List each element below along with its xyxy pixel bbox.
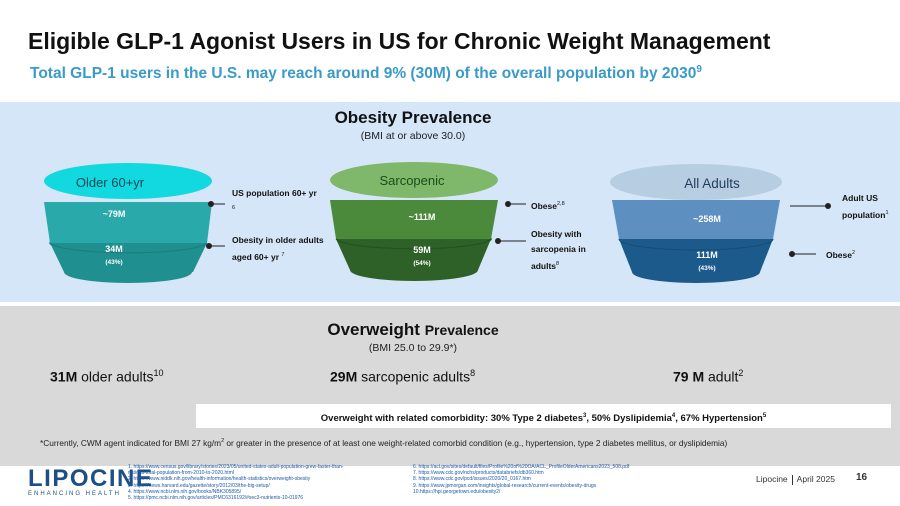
reference-link[interactable]: 4. https://www.ncbi.nlm.nih.gov/books/NB… [128,488,242,495]
comorbidity-banner: Overweight with related comorbidity: 30%… [196,404,891,428]
funnel-older-top-label: Older 60+yr [76,175,145,190]
funnel-all-mid-value: ~258M [693,214,721,224]
connector-dot [495,238,501,244]
funnel-sarcopenic-top [330,162,498,198]
reference-link[interactable]: 3. https://news.harvard.edu/gazette/stor… [128,482,270,489]
overweight-sarcopenic-adults: 29M sarcopenic adults8 [330,368,476,385]
funnel-all-mid [612,200,780,239]
annotation-sarcopenia-obesity: Obesity with sarcopenia in adults8 [531,229,586,271]
reference-link[interactable]: 2. https://www.niddk.nih.gov/health-info… [128,476,311,483]
slide-title: Eligible GLP-1 Agonist Users in US for C… [28,28,771,54]
overweight-section [0,306,900,466]
slide-subtitle: Total GLP-1 users in the U.S. may reach … [30,64,702,83]
funnel-all-top-label: All Adults [684,176,740,191]
reference-link[interactable]: 9. https://www.jpmorgan.com/insights/glo… [413,482,597,489]
overweight-subheading: (BMI 25.0 to 29.9*) [368,342,458,354]
overweight-heading: Overweight Prevalence [327,320,499,339]
references-right: 6. https://acl.gov/sites/default/files/P… [413,464,629,495]
footer-company-date: Lipocine April 2025 [756,474,835,485]
subtitle-text: Total GLP-1 users in the U.S. may reach … [30,65,697,83]
funnel-sarcopenic-mid [330,200,498,239]
funnel-sarcopenic-mid-value: ~111M [409,212,436,222]
reference-link[interactable]: 1. https://www.census.gov/library/storie… [128,464,344,470]
overweight-older-adults: 31M older adults10 [50,368,164,385]
funnel-older: Older 60+yr ~79M 34M (43%) [44,163,225,283]
reference-link[interactable]: 5. https://pmc.ncbi.nlm.nih.gov/articles… [128,495,304,502]
funnel-older-mid [44,202,212,243]
brand-name: LIPOCINE [28,465,154,492]
funnel-sarcopenic-divider [335,238,492,250]
reference-link[interactable]: nations-total-population-from-2010-to-20… [128,470,234,477]
connector-dot [206,243,212,249]
subtitle-ref: 9 [696,64,702,75]
connector-dot [789,251,795,257]
funnel-sarcopenic-bottom-value: 59M [413,245,431,255]
brand-tagline: ENHANCING HEALTH [28,491,121,497]
funnel-sarcopenic-bottom-pct: (54%) [413,260,430,267]
lipocine-logo: LIPOCINE ENHANCING HEALTH [28,465,153,497]
funnel-older-divider [49,242,208,254]
annotation-obesity-older: Obesity in older adults aged 60+ yr 7 [232,235,324,262]
connector-dot [208,201,214,207]
funnel-older-bottom-value: 34M [105,244,123,254]
funnel-sarcopenic: Sarcopenic ~111M 59M (54%) [330,162,526,281]
reference-link[interactable]: 8. https://www.cdc.gov/pcd/issues/2020/2… [413,476,531,483]
annotation-obese-sarcopenic: Obese2,8 [531,200,565,211]
overweight-adults: 79 M adult2 [673,368,744,385]
funnel-older-mid-value: ~79M [103,209,126,219]
funnel-all-top [610,164,782,200]
funnel-older-top [44,163,212,199]
annotation-adult-us-population: Adult US population1 [842,193,889,220]
connector-dot [825,203,831,209]
footer-divider [791,474,793,485]
funnel-all-bottom-value: 111M [696,250,718,260]
funnel-all-bottom-pct: (43%) [698,265,715,272]
annotation-obese-adults: Obese2 [826,249,856,260]
obesity-subheading: (BMI at or above 30.0) [360,130,466,142]
obesity-heading: Obesity Prevalence [334,108,492,127]
funnel-all-bottom-edge [632,261,760,283]
reference-link[interactable]: 6. https://acl.gov/sites/default/files/P… [413,464,630,470]
reference-link[interactable]: 7. https://www.cdc.gov/nchs/products/dat… [413,470,544,477]
funnel-older-bottom-edge [64,261,192,283]
page-number: 16 [856,472,868,483]
bmi-footnote: *Currently, CWM agent indicated for BMI … [40,438,728,448]
funnel-older-bottom-pct: (43%) [105,259,122,266]
funnel-all-divider [618,238,774,251]
funnel-sarcopenic-bottom-edge [350,259,478,281]
references-left: 1. https://www.census.gov/library/storie… [128,464,343,501]
reference-link[interactable]: 10.https://hpi.georgetown.edu/obesity2/ [413,488,501,495]
connector-dot [505,201,511,207]
annotation-us-60plus: US population 60+ yr 6 [232,188,317,211]
funnel-sarcopenic-top-label: Sarcopenic [379,173,445,188]
funnel-all-adults: All Adults ~258M 111M (43%) [610,164,831,283]
